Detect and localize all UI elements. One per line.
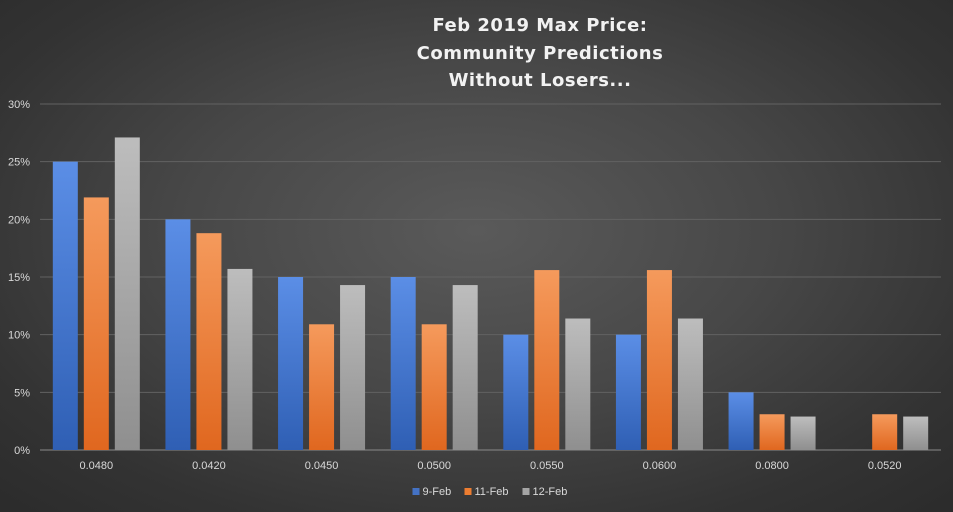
bar-11-feb-0.0600 xyxy=(646,270,672,450)
y-tick-label: 5% xyxy=(14,387,30,399)
chart-title-line-2: Community Predictions xyxy=(417,43,664,64)
bar-12-feb-0.0420 xyxy=(227,268,253,450)
y-tick-label: 25% xyxy=(8,157,30,169)
y-tick-label: 15% xyxy=(8,272,30,284)
bars xyxy=(52,137,929,451)
bar-11-feb-0.0420 xyxy=(196,233,222,450)
bar-12-feb-0.0550 xyxy=(565,318,591,450)
y-tick-label: 30% xyxy=(8,99,30,111)
bar-12-feb-0.0800 xyxy=(790,416,816,450)
bar-12-feb-0.0520 xyxy=(903,416,929,450)
bar-11-feb-0.0500 xyxy=(421,324,447,450)
chart-title-line-3: Without Losers... xyxy=(449,70,632,91)
x-axis: 0.0480 0.0420 0.0450 0.0500 0.0550 0.0600 0.08… xyxy=(79,460,901,472)
x-tick-label: 0.0500 xyxy=(417,460,451,472)
bar-9-feb-0.0480 xyxy=(52,161,78,450)
legend-swatch-12-feb xyxy=(522,488,530,495)
x-tick-label: 0.0450 xyxy=(305,460,339,472)
x-tick-label: 0.0600 xyxy=(643,460,677,472)
legend-label-9-feb: 9-Feb xyxy=(423,486,452,498)
bar-9-feb-0.0600 xyxy=(615,334,641,450)
bar-11-feb-0.0800 xyxy=(759,414,785,450)
x-tick-label: 0.0550 xyxy=(530,460,564,472)
bar-11-feb-0.0450 xyxy=(309,324,335,450)
bar-12-feb-0.0480 xyxy=(114,137,140,451)
x-tick-label: 0.0420 xyxy=(192,460,226,472)
bar-9-feb-0.0420 xyxy=(165,219,191,450)
bar-12-feb-0.0600 xyxy=(677,318,703,450)
y-tick-label: 0% xyxy=(14,445,30,457)
bar-11-feb-0.0480 xyxy=(83,197,109,450)
legend-swatch-9-feb xyxy=(412,488,420,495)
x-tick-label: 0.0520 xyxy=(868,460,902,472)
x-tick-label: 0.0800 xyxy=(755,460,789,472)
y-axis: 0% 5% 10% 15% 20% 25% 30% xyxy=(8,99,30,457)
x-tick-label: 0.0480 xyxy=(79,460,113,472)
bar-11-feb-0.0520 xyxy=(872,414,898,450)
bar-12-feb-0.0500 xyxy=(452,285,478,450)
legend-label-11-feb: 11-Feb xyxy=(475,486,509,498)
legend-swatch-11-feb xyxy=(464,488,472,495)
legend: 9-Feb 11-Feb 12-Feb xyxy=(412,486,568,498)
chart-title: Feb 2019 Max Price: Community Prediction… xyxy=(417,15,664,91)
bar-9-feb-0.0450 xyxy=(278,277,304,450)
bar-9-feb-0.0500 xyxy=(390,277,416,450)
chart-title-line-1: Feb 2019 Max Price: xyxy=(432,15,647,36)
bar-9-feb-0.0800 xyxy=(728,392,754,450)
bar-12-feb-0.0450 xyxy=(340,285,366,450)
y-tick-label: 10% xyxy=(8,330,30,342)
bar-9-feb-0.0550 xyxy=(503,334,529,450)
legend-label-12-feb: 12-Feb xyxy=(533,486,568,498)
y-tick-label: 20% xyxy=(8,214,30,226)
bar-11-feb-0.0550 xyxy=(534,270,560,450)
